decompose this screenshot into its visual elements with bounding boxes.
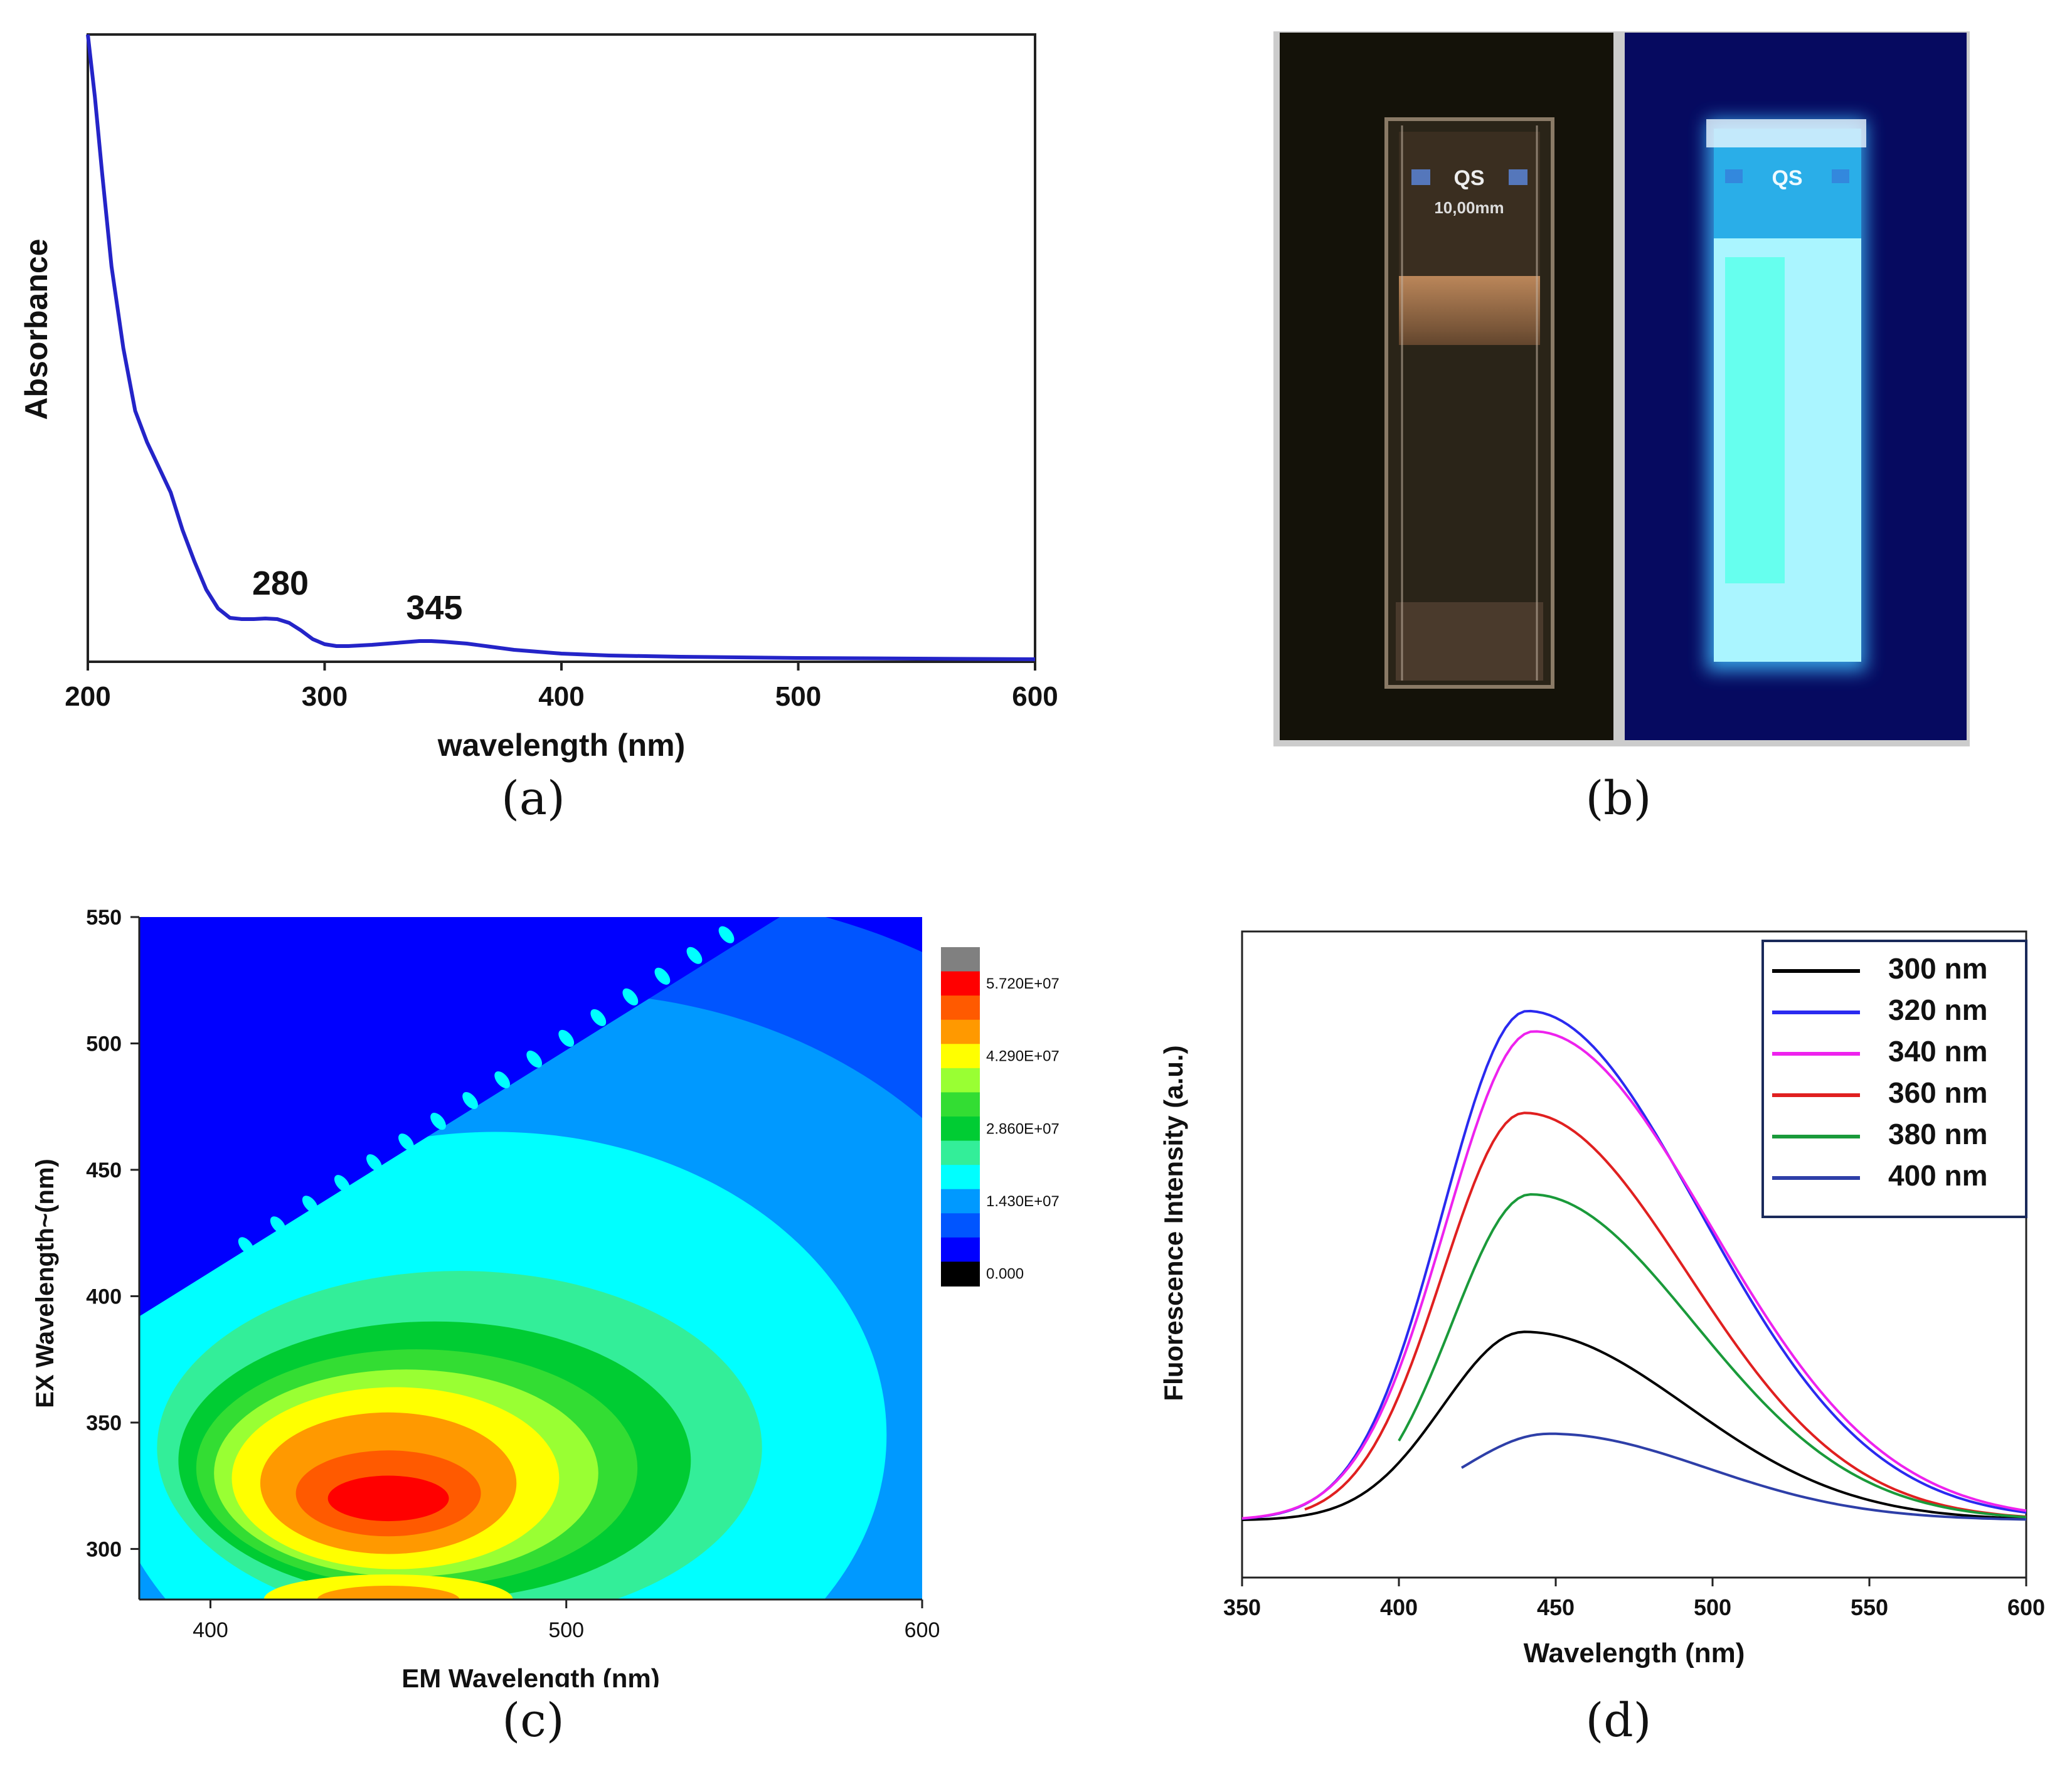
colorbar-label: 5.720E+07	[986, 975, 1060, 992]
y-tick-label: 450	[86, 1159, 122, 1182]
absorbance-chart: 200 300 400 500 600 wavelength (nm) Absorbance…	[19, 33, 1058, 763]
series-line-320-nm	[1241, 1009, 2027, 1520]
y-axis-label: Absorbance	[19, 239, 54, 420]
plot-frame	[1241, 930, 2027, 1579]
colorbar-swatch	[941, 1019, 980, 1045]
scatter-edge-mark	[430, 1113, 446, 1130]
cuvette-label-path: 10,00mm	[1434, 198, 1504, 217]
scatter-edge-mark	[238, 1237, 254, 1255]
scatter-edge-mark	[270, 1216, 286, 1234]
colorbar-swatch	[941, 1117, 980, 1142]
colorbar-label: 4.290E+07	[986, 1048, 1060, 1065]
legend-label: 360 nm	[1888, 1076, 1988, 1109]
scatter-edge-mark	[654, 967, 671, 985]
x-tick-label: 300	[302, 681, 348, 712]
series-line-360-nm	[1304, 1111, 2027, 1518]
x-tick-label: 600	[1012, 681, 1058, 712]
colorbar-swatch	[941, 971, 980, 997]
peak-annotation: 345	[406, 589, 462, 627]
colorbar-swatch	[941, 1213, 980, 1238]
scatter-edge-mark	[590, 1009, 607, 1026]
legend-box	[1761, 940, 2027, 1218]
colorbar-swatch	[941, 1237, 980, 1263]
x-tick-label: 500	[1694, 1594, 1731, 1620]
colorbar-label: 2.860E+07	[986, 1120, 1060, 1137]
y-tick-label: 500	[86, 1032, 122, 1056]
peak-annotation: 280	[252, 565, 309, 602]
x-tick-label: 400	[1380, 1594, 1418, 1620]
legend-label: 380 nm	[1888, 1118, 1988, 1150]
fluorescence-chart: 350 400 450 500 550 600 Wavelength (nm) Fluores…	[1159, 930, 2045, 1669]
series-line-400-nm	[1460, 1432, 2027, 1521]
plot-frame	[87, 33, 1036, 663]
y-axis-label: EX Wavelength~(nm)	[31, 1159, 59, 1408]
x-tick-label: 550	[1851, 1594, 1888, 1620]
colorbar-swatch	[941, 1189, 980, 1214]
x-tick-label: 600	[905, 1618, 940, 1642]
cuvette-uv-glow	[1706, 119, 1866, 671]
y-tick-label: 300	[86, 1537, 122, 1561]
y-tick-label: 550	[86, 906, 122, 930]
scatter-edge-mark	[558, 1029, 575, 1047]
scatter-edge-mark	[622, 988, 639, 1005]
legend-label: 320 nm	[1888, 994, 1988, 1026]
series-line-340-nm	[1241, 1030, 2027, 1520]
scatter-edge-mark	[462, 1091, 478, 1110]
legend-label: 340 nm	[1888, 1035, 1988, 1068]
absorbance-line	[86, 34, 1036, 661]
colorbar-swatch	[941, 1261, 980, 1287]
x-axis-label: Wavelength (nm)	[1524, 1638, 1745, 1669]
scatter-edge-mark	[302, 1196, 318, 1213]
x-axis-label: EM Wavelength (nm)	[401, 1663, 659, 1687]
cuvette-photo: QS 10,00mm QS	[1273, 31, 1970, 746]
scatter-edge-mark	[526, 1050, 543, 1068]
y-axis-label: Fluorescence Intensity (a.u.)	[1159, 1045, 1188, 1401]
legend-label: 400 nm	[1888, 1159, 1988, 1192]
x-tick-label: 450	[1537, 1594, 1575, 1620]
y-tick-label: 400	[86, 1285, 122, 1308]
y-tick-label: 350	[86, 1411, 122, 1435]
caption-b: (b)	[1585, 772, 1652, 825]
colorbar-swatch	[941, 1044, 980, 1069]
x-tick-label: 400	[193, 1618, 228, 1642]
caption-c: (c)	[502, 1694, 565, 1748]
scatter-edge-mark	[494, 1071, 510, 1089]
x-tick-label: 500	[775, 681, 821, 712]
caption-a: (a)	[501, 772, 565, 825]
colorbar-label: 1.430E+07	[986, 1193, 1060, 1210]
excitation-emission-map: 400 500 600 300 350 400 450 500 550 EM Wavelength…	[31, 906, 1060, 1687]
scatter-edge-mark	[398, 1133, 414, 1151]
x-tick-label: 400	[538, 681, 584, 712]
series-line-300-nm	[1241, 1330, 2027, 1521]
contour-level	[327, 1475, 449, 1522]
scatter-edge-mark	[718, 926, 735, 943]
colorbar-swatch	[941, 947, 980, 972]
scatter-mask	[139, 917, 780, 1317]
x-tick-label: 500	[548, 1618, 584, 1642]
contour-group	[139, 917, 922, 1600]
cuvette-label-qs-left: QS	[1453, 166, 1484, 190]
colorbar-swatch	[941, 1165, 980, 1190]
scatter-edge-mark	[366, 1154, 382, 1172]
caption-d: (d)	[1585, 1694, 1652, 1748]
cuvette-daylight	[1384, 117, 1554, 689]
colorbar-swatch	[941, 1068, 980, 1093]
x-tick-label: 200	[65, 681, 110, 712]
x-axis-label: wavelength (nm)	[437, 728, 685, 763]
scatter-edge-mark	[686, 947, 703, 964]
series-line-380-nm	[1398, 1193, 2027, 1519]
contour-lower-core	[317, 1586, 460, 1600]
x-tick-label: 350	[1223, 1594, 1261, 1620]
colorbar-label: 0.000	[986, 1266, 1024, 1283]
colorbar-swatch	[941, 995, 980, 1021]
scatter-edge-mark	[334, 1175, 350, 1192]
cuvette-label-qs-right: QS	[1772, 166, 1802, 190]
legend-label: 300 nm	[1888, 952, 1988, 985]
x-tick-label: 600	[2007, 1594, 2045, 1620]
colorbar-swatch	[941, 1092, 980, 1117]
colorbar-swatch	[941, 1140, 980, 1166]
